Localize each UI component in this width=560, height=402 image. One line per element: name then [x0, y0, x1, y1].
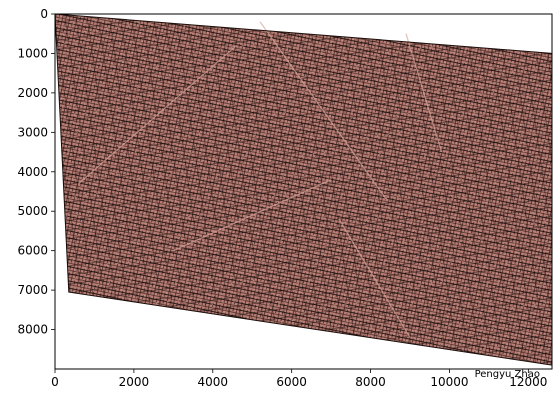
x-tick-label: 10000 — [430, 375, 468, 389]
road-line-1 — [259, 21, 387, 200]
y-axis: 0 1000 2000 3000 4000 5000 6000 7000 8000 — [17, 7, 55, 337]
y-tick-label: 6000 — [17, 244, 48, 258]
axes-frame — [54, 13, 553, 370]
road-line-4 — [338, 218, 411, 338]
x-tick-label: 4000 — [198, 375, 229, 389]
x-tick-label: 0 — [51, 375, 59, 389]
plot-area — [55, 14, 552, 366]
y-tick-label: 1000 — [17, 46, 48, 60]
road-line-3 — [173, 179, 332, 252]
road-line-2 — [405, 33, 443, 153]
y-tick-label: 0 — [40, 7, 48, 21]
x-tick-label: 6000 — [276, 375, 307, 389]
y-tick-label: 4000 — [17, 165, 48, 179]
road-line-0 — [78, 45, 237, 185]
image-texture-overlay — [55, 14, 552, 366]
x-tick-label: 12000 — [509, 375, 547, 389]
image-border — [55, 14, 552, 366]
aerial-image — [55, 14, 552, 366]
y-tick-label: 2000 — [17, 86, 48, 100]
credit-text: Pengyu Zhao — [475, 369, 540, 380]
x-tick-label: 2000 — [119, 375, 150, 389]
y-tick-label: 3000 — [17, 125, 48, 139]
y-tick-label: 5000 — [17, 204, 48, 218]
x-axis: 0 2000 4000 6000 8000 10000 12000 — [51, 369, 547, 389]
y-tick-label: 7000 — [17, 283, 48, 297]
y-tick-label: 8000 — [17, 323, 48, 337]
x-tick-label: 8000 — [355, 375, 386, 389]
